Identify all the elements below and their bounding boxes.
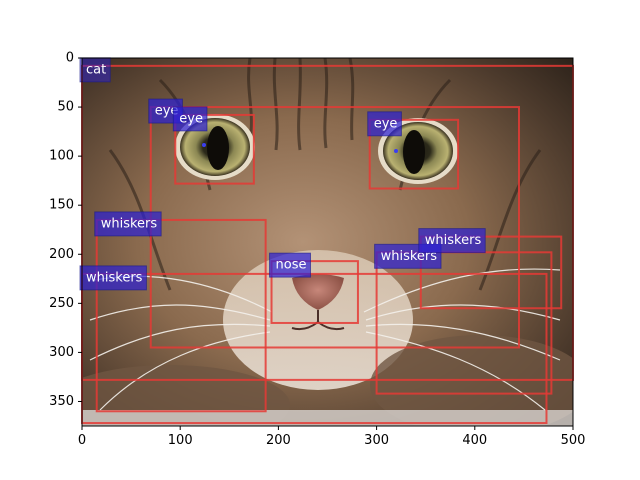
bbox-label-text: whiskers <box>101 216 158 231</box>
y-tick-label: 0 <box>66 51 74 66</box>
y-tick-label: 200 <box>49 247 74 262</box>
bbox-label-eye-3: eye <box>367 111 402 137</box>
x-tick-label: 400 <box>462 433 487 448</box>
bbox-whiskers-4 <box>95 218 267 413</box>
x-tick-label: 100 <box>168 433 193 448</box>
bbox-label-background <box>94 211 162 237</box>
bbox-label-text: eye <box>374 116 398 131</box>
y-axis-ticks: 0 50 100 150 200 250 300 350 <box>49 51 82 409</box>
y-tick-label: 300 <box>49 345 74 360</box>
bbox-label-text: eye <box>179 111 203 126</box>
bbox-whiskers-7 <box>419 235 563 310</box>
bbox-eye-3 <box>368 118 460 190</box>
axes-frame <box>81 57 574 427</box>
x-tick-label: 200 <box>266 433 291 448</box>
bbox-label-nose-8: nose <box>269 252 311 278</box>
bbox-label-text: nose <box>276 258 307 273</box>
bbox-label-text: whiskers <box>425 233 482 248</box>
x-tick-label: 300 <box>364 433 389 448</box>
bbox-label-whiskers-4: whiskers <box>94 211 162 237</box>
bbox-label-background <box>172 106 208 132</box>
bbox-label-eye-2: eye <box>172 106 208 132</box>
bbox-label-text: cat <box>86 62 106 77</box>
bbox-eye-2 <box>174 113 255 185</box>
bbox-label-background <box>418 228 486 254</box>
bbox-label-background <box>79 57 111 83</box>
bbox-label-whiskers-7: whiskers <box>418 228 486 254</box>
bbox-label-text: eye <box>155 104 179 119</box>
bbox-label-background <box>79 265 147 291</box>
x-tick-label: 0 <box>78 433 86 448</box>
y-tick-label: 50 <box>57 100 74 115</box>
x-tick-label: 500 <box>561 433 586 448</box>
y-tick-label: 350 <box>49 394 74 409</box>
bbox-label-cat-0: cat <box>79 57 111 83</box>
x-axis-ticks: 0 100 200 300 400 500 <box>78 426 586 448</box>
bbox-label-background <box>367 111 402 137</box>
bbox-label-background <box>269 252 311 278</box>
bbox-label-whiskers-5: whiskers <box>79 265 147 291</box>
y-tick-label: 250 <box>49 296 74 311</box>
y-tick-label: 150 <box>49 198 74 213</box>
bbox-nose-8 <box>270 260 359 324</box>
cat-photo <box>82 58 573 426</box>
y-tick-label: 100 <box>49 149 74 164</box>
bbox-label-text: whiskers <box>86 270 143 285</box>
